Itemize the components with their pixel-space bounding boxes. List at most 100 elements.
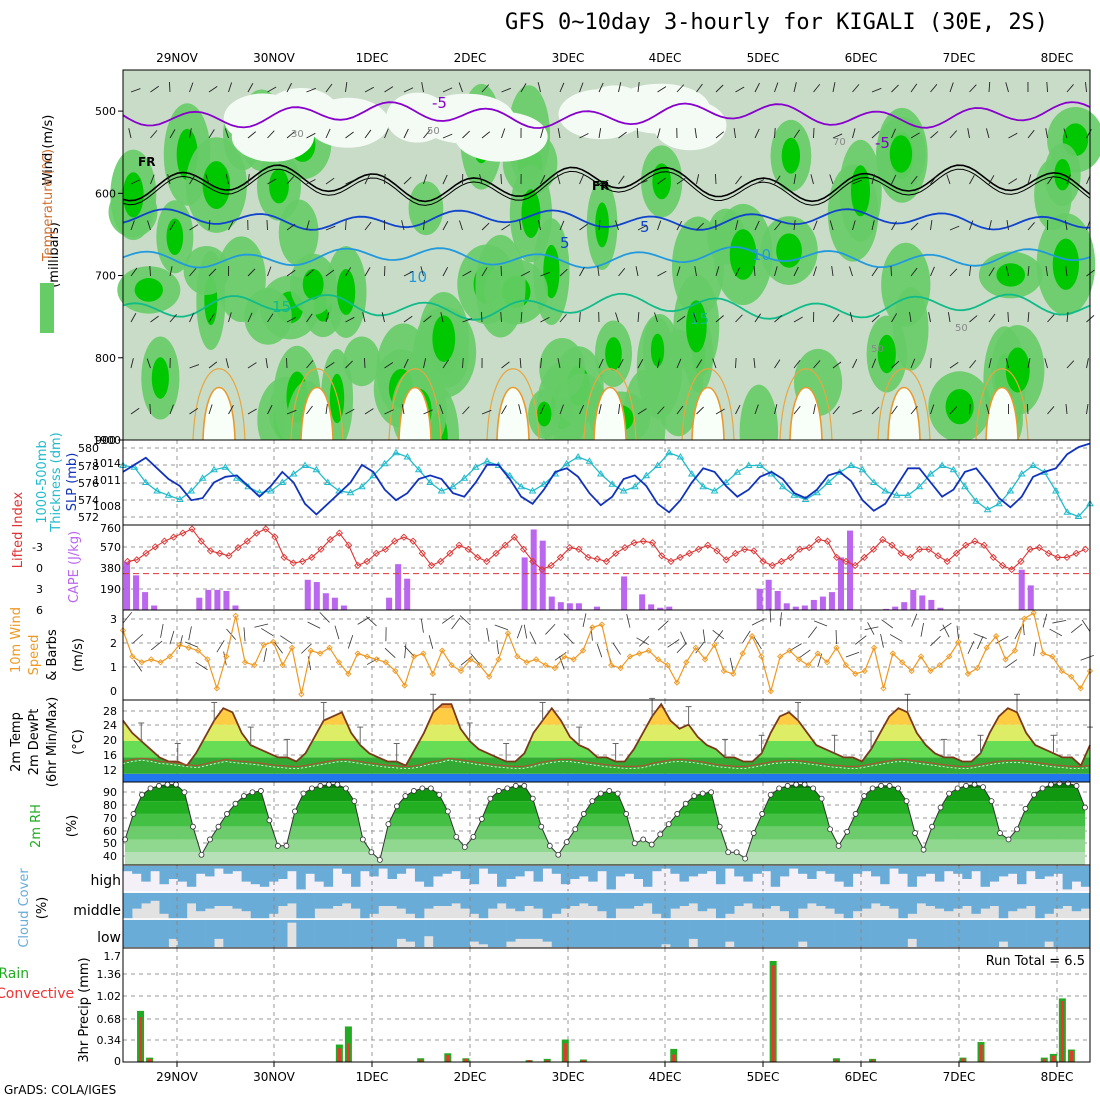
thickness-marker [687, 470, 696, 477]
wind-barb [774, 359, 781, 369]
wind-barb [930, 84, 938, 93]
cloud-low-bar [433, 920, 443, 947]
rh-marker [495, 788, 502, 794]
rh-marker [801, 781, 808, 788]
wind10-barb [451, 617, 461, 630]
cloud-high-bar [633, 866, 644, 879]
date-label-bottom: 2DEC [454, 1070, 487, 1084]
wind-barb [579, 82, 584, 93]
cloud-high-bar [989, 866, 1000, 882]
rh-tick-label: 80 [103, 799, 117, 812]
wind-barb [654, 312, 658, 323]
precip-legend-conv: Convective [0, 986, 74, 1002]
wind-barb [852, 358, 858, 369]
wind-barb [501, 361, 510, 369]
cloud-low-bar [1071, 920, 1082, 947]
cloud-high-bar [679, 866, 689, 882]
cloud-low-bar [1053, 920, 1063, 947]
wind10-marker [410, 653, 418, 660]
cloud-low-bar [332, 920, 343, 947]
thickness-marker [642, 471, 651, 479]
cloud-low-bar [752, 920, 762, 947]
wind10-barb [160, 623, 164, 638]
rh-moist-cell [996, 263, 1026, 287]
cloud-high-bar [223, 866, 233, 874]
thickness-marker [460, 474, 469, 481]
cross-section-axis-label: Wind (m/s) [41, 115, 56, 186]
wind-barb [481, 131, 491, 139]
thickness-axis-label: Thickness (dm) [49, 432, 64, 532]
cloud-middle-bar [1026, 893, 1036, 906]
wind-barb [519, 357, 522, 369]
wind10-marker [598, 621, 605, 628]
cloud-low-bar [734, 920, 744, 947]
isotherm-line [122, 168, 1091, 206]
rh-marker [691, 793, 698, 799]
cloud-high-bar [405, 866, 416, 869]
rh-contour-label: 50 [955, 323, 968, 334]
cloud-high-bar [1035, 866, 1045, 879]
wind-barb [364, 86, 375, 93]
rh-marker [767, 791, 774, 798]
wind10-barb [384, 647, 396, 658]
cloud-low-bar [186, 920, 197, 947]
wind-barb [559, 220, 565, 231]
rh-marker [1039, 785, 1046, 792]
wind-barb [1065, 404, 1068, 415]
wind-barb [813, 360, 821, 369]
wind-barb [267, 404, 273, 415]
wind-barb [618, 267, 626, 277]
rh-marker [478, 816, 485, 822]
wind-barb [891, 360, 900, 369]
wind-barb [676, 220, 683, 231]
rh-marker [716, 823, 723, 830]
thickness-marker [983, 505, 992, 513]
thickness-marker [312, 465, 321, 473]
rh-contour-label: 30 [291, 129, 304, 140]
rh-marker [300, 790, 307, 797]
wind-barb [735, 266, 741, 277]
wind-barb [286, 176, 295, 185]
li-marker [170, 533, 178, 541]
cloud-high-bar [542, 866, 553, 869]
temp-tick-label: 28 [103, 705, 117, 718]
cape-bar [819, 596, 826, 610]
li-marker [298, 557, 307, 566]
li-marker [713, 547, 721, 555]
cloud-high-bar [798, 866, 808, 874]
wind-barb [306, 269, 315, 277]
thickness-marker [1063, 508, 1072, 515]
cape-bar [151, 605, 158, 610]
cloud-middle-bar [761, 893, 772, 909]
cloud-middle-bar [533, 893, 543, 909]
wind-barb [930, 131, 939, 139]
wind-barb [871, 358, 877, 369]
precip-tick-label: 0 [114, 1055, 121, 1068]
cloud-high-bar [1062, 866, 1073, 890]
thickness-marker [392, 448, 400, 456]
cloud-high-bar [560, 866, 571, 885]
cloud-low-bar [588, 920, 598, 947]
thickness-marker [358, 482, 366, 490]
wind-barb [579, 223, 588, 231]
wind-barb [793, 405, 801, 415]
wind10-barb [1080, 654, 1094, 661]
wind-barb [286, 269, 296, 277]
cloud-low-bar [907, 920, 917, 939]
cloud-high-bar [725, 866, 735, 869]
wind-barb [1047, 175, 1054, 185]
rh-marker [529, 795, 536, 802]
li-marker [768, 561, 776, 570]
wind-barb [189, 268, 197, 277]
li-marker [391, 537, 399, 545]
rh-marker [903, 798, 910, 805]
thickness-marker [141, 478, 150, 485]
thickness-marker [346, 488, 355, 496]
wind10-barb [813, 620, 828, 627]
cloud-middle-bar [861, 893, 872, 909]
wind10-barb [657, 620, 669, 631]
cloud-middle-bar [123, 893, 133, 919]
wind-barb [501, 128, 506, 139]
rh-moist-cell [166, 218, 184, 256]
li-marker [897, 549, 905, 557]
